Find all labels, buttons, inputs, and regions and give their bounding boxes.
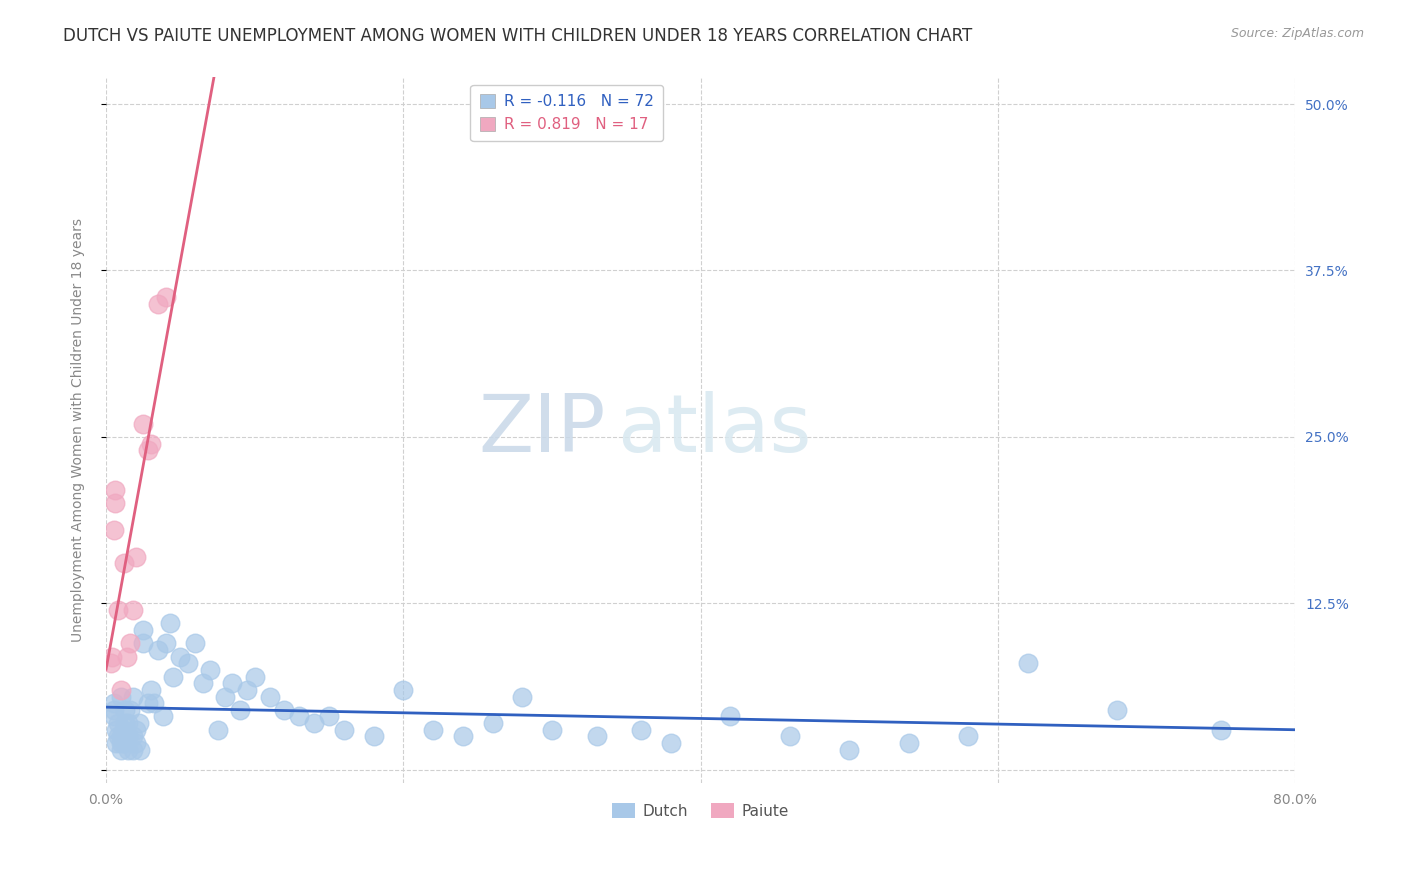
Point	[117, 743, 139, 757]
Point	[107, 603, 129, 617]
Point	[236, 682, 259, 697]
Point	[136, 696, 159, 710]
Point	[169, 649, 191, 664]
Point	[718, 709, 741, 723]
Point	[107, 716, 129, 731]
Point	[243, 669, 266, 683]
Point	[155, 636, 177, 650]
Point	[125, 549, 148, 564]
Point	[146, 643, 169, 657]
Y-axis label: Unemployment Among Women with Children Under 18 years: Unemployment Among Women with Children U…	[72, 219, 86, 642]
Point	[132, 623, 155, 637]
Point	[118, 703, 141, 717]
Point	[585, 730, 607, 744]
Point	[112, 723, 135, 737]
Point	[115, 730, 138, 744]
Point	[422, 723, 444, 737]
Point	[659, 736, 682, 750]
Point	[333, 723, 356, 737]
Point	[114, 703, 136, 717]
Point	[481, 716, 503, 731]
Point	[1209, 723, 1232, 737]
Point	[103, 696, 125, 710]
Point	[110, 690, 132, 704]
Point	[541, 723, 564, 737]
Point	[363, 730, 385, 744]
Legend: Dutch, Paiute: Dutch, Paiute	[606, 797, 796, 825]
Point	[152, 709, 174, 723]
Point	[177, 657, 200, 671]
Point	[132, 636, 155, 650]
Point	[139, 436, 162, 450]
Point	[221, 676, 243, 690]
Point	[100, 657, 122, 671]
Point	[105, 736, 128, 750]
Point	[1017, 657, 1039, 671]
Point	[105, 723, 128, 737]
Point	[117, 716, 139, 731]
Point	[139, 682, 162, 697]
Point	[198, 663, 221, 677]
Text: atlas: atlas	[617, 392, 811, 469]
Point	[392, 682, 415, 697]
Point	[128, 716, 150, 731]
Point	[302, 716, 325, 731]
Point	[838, 743, 860, 757]
Point	[104, 483, 127, 497]
Point	[191, 676, 214, 690]
Point	[117, 730, 139, 744]
Point	[110, 736, 132, 750]
Point	[125, 736, 148, 750]
Point	[779, 730, 801, 744]
Point	[259, 690, 281, 704]
Point	[103, 709, 125, 723]
Point	[115, 649, 138, 664]
Point	[101, 649, 124, 664]
Point	[132, 417, 155, 431]
Point	[125, 723, 148, 737]
Text: ZIP: ZIP	[478, 392, 606, 469]
Point	[273, 703, 295, 717]
Point	[155, 290, 177, 304]
Point	[142, 696, 165, 710]
Point	[207, 723, 229, 737]
Point	[184, 636, 207, 650]
Point	[510, 690, 533, 704]
Point	[121, 690, 143, 704]
Text: DUTCH VS PAIUTE UNEMPLOYMENT AMONG WOMEN WITH CHILDREN UNDER 18 YEARS CORRELATIO: DUTCH VS PAIUTE UNEMPLOYMENT AMONG WOMEN…	[63, 27, 973, 45]
Point	[121, 603, 143, 617]
Point	[107, 730, 129, 744]
Point	[121, 743, 143, 757]
Text: Source: ZipAtlas.com: Source: ZipAtlas.com	[1230, 27, 1364, 40]
Point	[451, 730, 474, 744]
Point	[162, 669, 184, 683]
Point	[897, 736, 920, 750]
Point	[129, 743, 152, 757]
Point	[104, 496, 127, 510]
Point	[114, 716, 136, 731]
Point	[957, 730, 980, 744]
Point	[103, 703, 125, 717]
Point	[110, 743, 132, 757]
Point	[229, 703, 252, 717]
Point	[214, 690, 236, 704]
Point	[110, 730, 132, 744]
Point	[146, 297, 169, 311]
Point	[103, 523, 125, 537]
Point	[112, 557, 135, 571]
Point	[630, 723, 652, 737]
Point	[110, 682, 132, 697]
Point	[118, 636, 141, 650]
Point	[136, 443, 159, 458]
Point	[121, 730, 143, 744]
Point	[159, 616, 181, 631]
Point	[112, 736, 135, 750]
Point	[288, 709, 311, 723]
Point	[318, 709, 340, 723]
Point	[1105, 703, 1128, 717]
